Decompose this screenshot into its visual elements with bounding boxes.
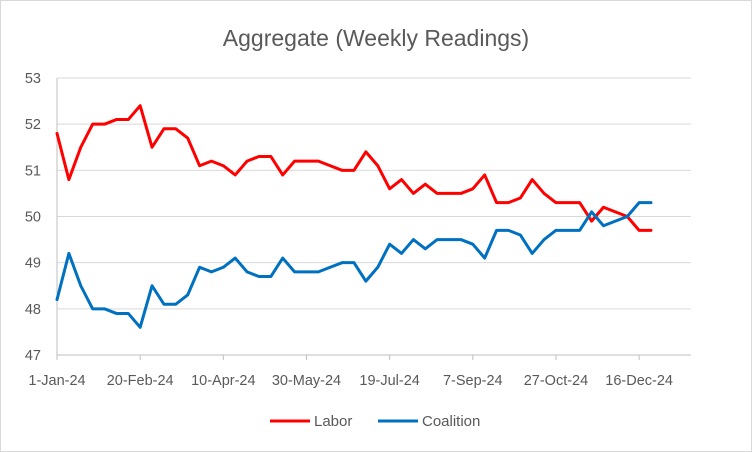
legend-label-labor: Labor xyxy=(314,413,352,430)
x-tick-label: 30-May-24 xyxy=(272,373,341,389)
x-tick-label: 27-Oct-24 xyxy=(524,373,588,389)
x-tick-label: 10-Apr-24 xyxy=(191,373,255,389)
x-tick-label: 19-Jul-24 xyxy=(359,373,419,389)
y-tick-label: 48 xyxy=(25,302,41,318)
legend: Labor Coalition xyxy=(270,413,480,430)
chart-title: Aggregate (Weekly Readings) xyxy=(223,25,529,51)
series-line-labor xyxy=(55,104,653,232)
x-tick-label: 20-Feb-24 xyxy=(107,373,174,389)
series-lines xyxy=(55,104,653,329)
y-tick-label: 52 xyxy=(25,117,41,133)
y-tick-label: 50 xyxy=(25,210,41,226)
x-tick-label: 7-Sep-24 xyxy=(443,373,503,389)
legend-label-coalition: Coalition xyxy=(422,413,480,430)
y-tick-label: 51 xyxy=(25,163,41,179)
gridlines xyxy=(57,77,691,310)
y-tick-label: 49 xyxy=(25,256,41,272)
axes xyxy=(56,78,691,360)
y-tick-labels: 47 48 49 50 51 52 53 xyxy=(25,71,41,364)
y-tick-label: 53 xyxy=(25,71,41,87)
series-line-coalition xyxy=(55,201,653,329)
x-tick-labels: 1-Jan-24 20-Feb-24 10-Apr-24 30-May-24 19-Ju… xyxy=(28,373,673,389)
x-tick-label: 1-Jan-24 xyxy=(28,373,85,389)
y-tick-label: 47 xyxy=(25,348,41,364)
x-tick-label: 16-Dec-24 xyxy=(605,373,673,389)
